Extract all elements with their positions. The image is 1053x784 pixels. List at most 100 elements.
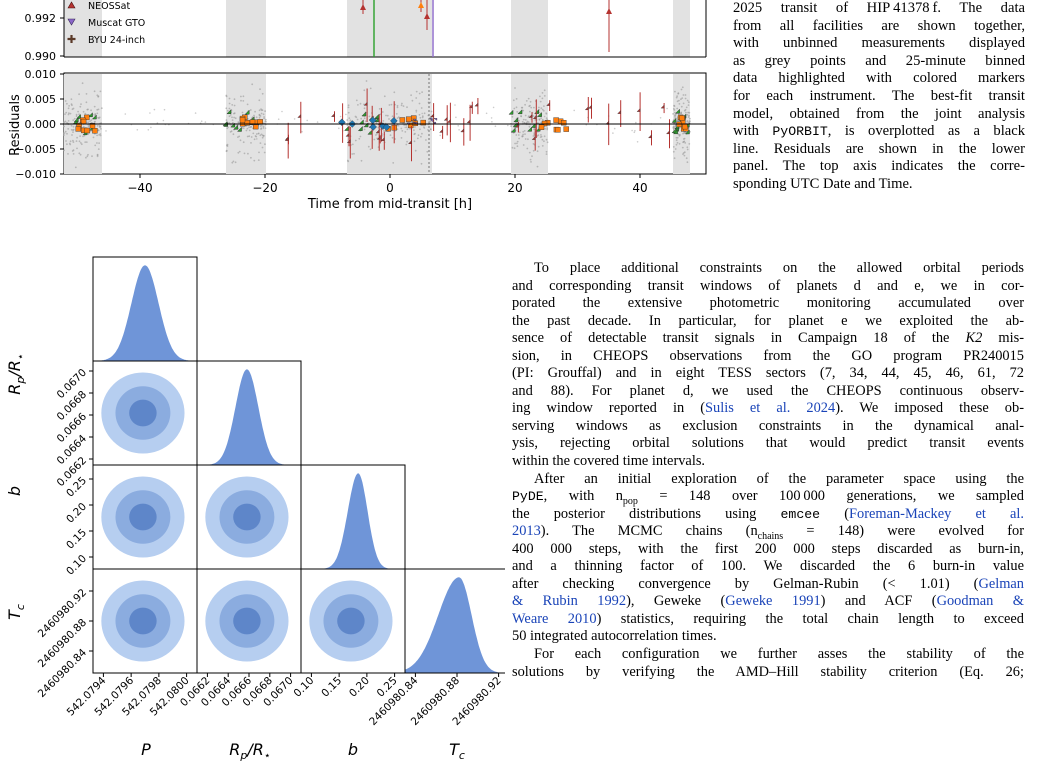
tc-axis-label: Tc [5,604,27,620]
body-line: after checking convergence by Gelman-Rub… [512,575,1024,592]
binned-marker [346,139,351,143]
binned-marker [91,114,97,120]
rp-axis-label: Rp/R⋆ [5,353,27,395]
binned-marker [357,126,363,131]
upper-panel-markers [360,0,612,57]
binned-marker [439,128,443,133]
caption-line: with PyORBIT, is overplotted as a black [733,123,1025,140]
binned-marker [460,128,465,133]
body-line: To place additional constraints on the a… [534,260,1024,276]
body-line: ing window reported in (Sulis et al. 202… [512,400,1024,417]
binned-marker [673,129,678,135]
citation-link[interactable]: Sulis et al. 2024 [705,400,836,417]
binned-marker [73,117,79,122]
body-line: For each configuration we further asses … [534,646,1024,663]
citation-link[interactable]: Gelman [978,575,1024,592]
caption-line: line. Residuals are shown in the lower [733,140,1025,157]
citation-link[interactable]: Geweke 1991 [725,593,821,610]
binned-marker [682,123,688,130]
corner-tick-label: 0.10 [64,553,89,578]
corner-panels: 0.06700.06680.06660.06640.06620.250.200.… [36,256,505,728]
binned-marker [584,106,589,111]
b-xaxis-label: b [348,740,358,759]
caption-line: panel. The top axis indicates the corre- [733,158,1025,175]
body-line: ysis, rejecting orbital solutions that w… [512,435,1024,452]
body-line: After an initial exploration of the para… [534,470,1024,487]
upper-ytick: 0.990 [25,50,57,63]
binned-marker [331,113,335,117]
body-line: within the covered time intervals. [512,453,706,470]
sector-band [226,0,266,57]
upper-ytick: 0.992 [25,12,57,25]
sector-shading [64,0,690,57]
marginal-histogram [197,369,301,465]
binned-marker [233,124,239,130]
marginal-histogram [301,473,405,569]
residual-ytick: −0.010 [15,168,56,181]
citation-link[interactable]: Weare 2010 [512,610,597,627]
binned-marker [87,112,93,118]
binned-marker [528,114,533,118]
binned-marker [420,119,426,126]
binned-marker [513,117,519,123]
caption-line: with unbinned measurements displayed [733,35,1025,52]
xtick-label: 20 [507,181,522,195]
residual-ytick: 0.005 [25,93,57,106]
citation-link[interactable]: Goodman & [936,593,1024,610]
binned-marker [648,134,652,139]
body-text: To place additional constraints on the a… [512,260,1024,681]
sector-band [347,0,432,57]
marginal-histogram [93,265,197,361]
body-line: and a thinning factor of 100. We discard… [512,558,1024,575]
binned-marker [561,119,567,126]
corner-tick-label: 0.10 [291,675,316,700]
corner-plot: 0.06700.06680.06660.06640.06620.250.200.… [5,256,505,762]
binned-residual-markers [72,74,690,174]
corner-tick-label: 0.20 [347,675,372,700]
sector-band [511,0,548,57]
body-line: 50 integrated autocorrelation times. [512,628,717,645]
binned-marker [363,101,368,106]
binned-marker [239,117,246,123]
caption-line: sponding UTC Date and Time. [733,175,913,192]
binned-marker [412,118,416,122]
binned-marker [684,129,690,135]
citation-link[interactable]: & Rubin 1992 [512,593,627,610]
citation-link[interactable]: 2013 [512,523,541,540]
binned-marker [446,119,451,123]
body-line: 400 000 steps, with the first 200 000 st… [512,540,1024,557]
binned-marker [244,109,250,115]
legend: NEOSSat Muscat GTO BYU 24-inch [67,1,145,46]
binned-marker [666,130,670,135]
binned-marker [671,117,677,123]
body-line: & Rubin 1992), Geweke (Geweke 1991) and … [512,593,1024,610]
xtick-label: −20 [252,181,277,195]
legend-label: NEOSSat [88,1,130,12]
body-line: the posterior distributions using emcee … [512,505,1025,522]
corner-tick-label: 0.15 [64,527,89,552]
binned-marker [399,117,406,123]
caption-line: as grey points and 25-minute binned [733,52,1025,69]
legend-label: Muscat GTO [88,18,145,29]
body-line: (PI: Grouffal) and in eight TESS sectors… [512,365,1024,382]
caption-line: for each instrument. The best-fit transi… [733,87,1025,104]
body-line: sion, in CHEOPS observations from the GO… [512,347,1024,364]
binned-marker [344,125,349,131]
binned-marker [474,102,479,107]
binned-marker [679,115,685,121]
residual-axis-label: Residuals [8,94,23,156]
neossat-legend-marker [67,1,76,9]
citation-link[interactable]: Foreman-Mackey et al. [849,505,1025,522]
b-axis-label: b [5,486,24,496]
pyorbit-code: PyORBIT [772,124,828,140]
caption-line: data highlighted with colored markers [733,70,1025,87]
p-axis-label: P [141,740,151,759]
rp-xaxis-label: Rp/R⋆ [229,740,271,762]
binned-marker [75,126,82,132]
caption-line: from all facilities are shown together, [733,17,1025,34]
binned-marker [636,108,641,112]
marginal-histogram [405,577,505,673]
body-line: 2013). The MCMC chains (nchains = 148) w… [512,523,1024,543]
residual-ytick: −0.005 [15,143,56,156]
binned-marker [555,127,561,133]
